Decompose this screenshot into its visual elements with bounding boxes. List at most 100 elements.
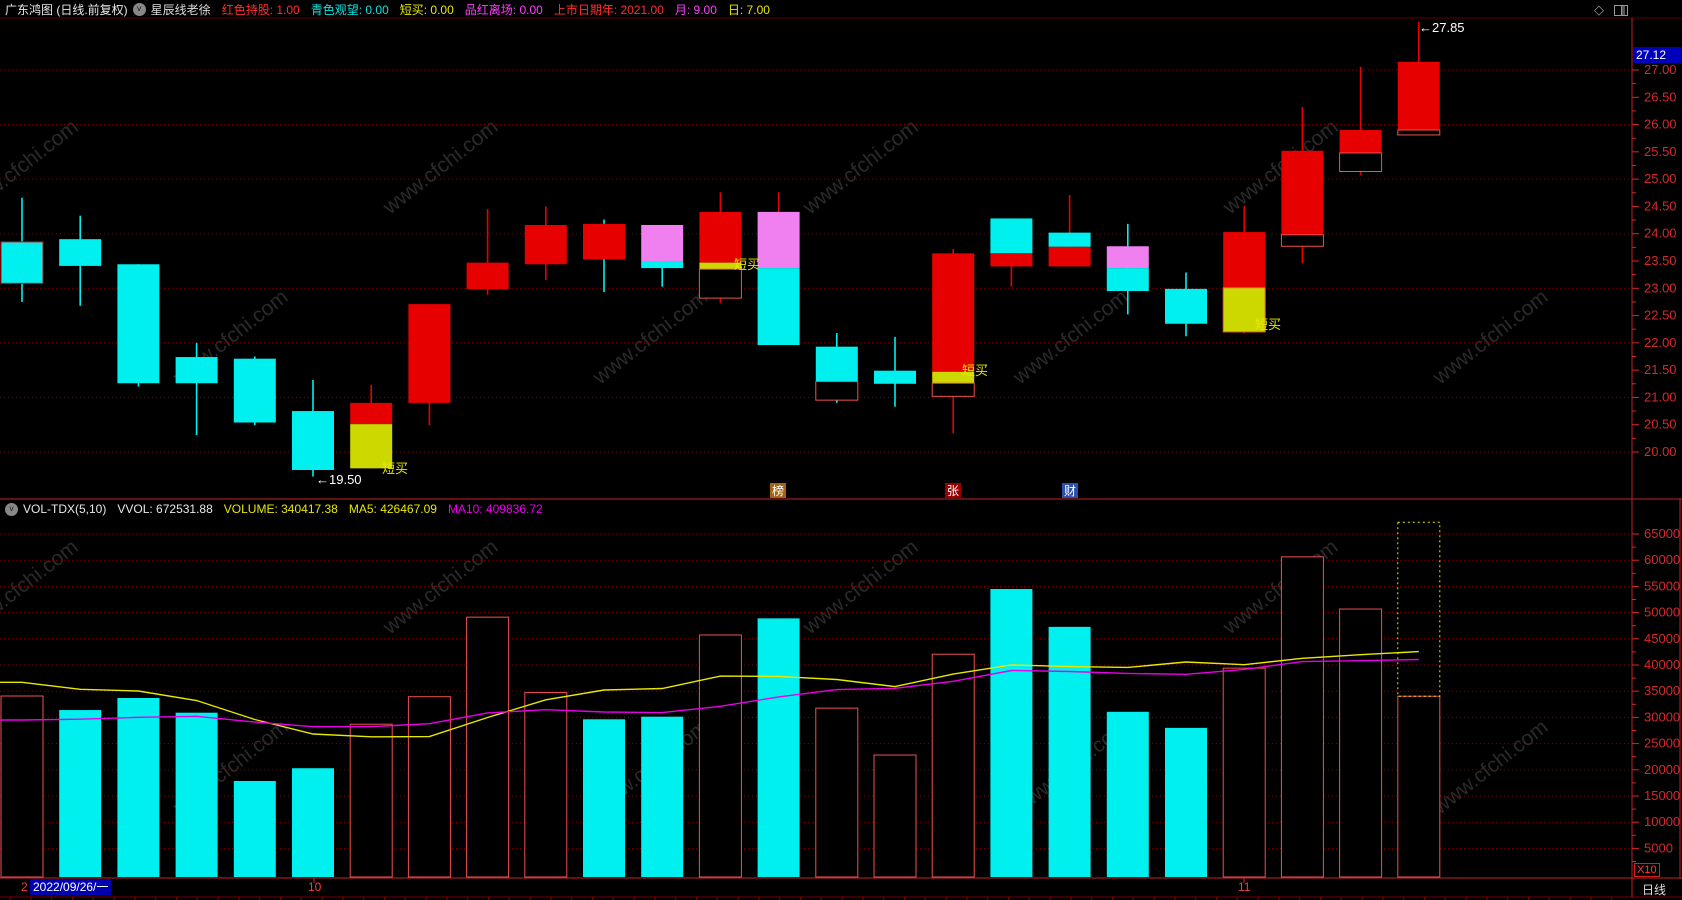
volume-tick-label: 55000: [1644, 578, 1680, 593]
candle-body: [583, 223, 625, 260]
split-window-inner: [1621, 6, 1625, 15]
volume-bar: [1106, 711, 1149, 877]
volume-bar: [873, 754, 917, 878]
volume-bar: [1222, 667, 1266, 878]
indicator-name[interactable]: 星辰线老徐: [150, 2, 211, 17]
candle-body: [1280, 234, 1324, 247]
candle-body: [932, 371, 975, 384]
buy-signal-label: 短买: [1255, 317, 1281, 332]
candle-body: [1223, 232, 1266, 288]
candle-body: [175, 357, 218, 384]
marker-text: 张: [947, 484, 959, 498]
volume-tick-label: 25000: [1644, 736, 1680, 751]
field: 短买: 0.00: [399, 2, 454, 17]
candle-body: [1339, 130, 1382, 153]
ma5-line: [0, 650, 1419, 738]
period-label[interactable]: 日线: [1642, 883, 1667, 897]
volume-tick-label: 15000: [1644, 788, 1680, 803]
candle-body: [699, 211, 742, 263]
price-tick-label: 24.00: [1644, 226, 1677, 241]
candle-body: [117, 264, 160, 384]
price-tick-label: 21.00: [1644, 389, 1677, 404]
price-tick-label: 25.00: [1644, 171, 1677, 186]
field: 上市日期年: 2021.00: [553, 2, 664, 17]
candle-body: [1397, 129, 1441, 136]
chevron-down-icon[interactable]: ˅: [5, 502, 18, 516]
buy-signal-label: 短买: [734, 257, 760, 272]
candle-body: [1339, 152, 1383, 173]
volume-bar: [0, 695, 44, 878]
candle-body: [1165, 288, 1207, 324]
month-label: 11: [1238, 880, 1251, 894]
watermark: www.cfchi.com: [798, 115, 922, 219]
candle-body: [874, 370, 916, 384]
price-tick-label: 23.50: [1644, 253, 1677, 268]
candle-body: [757, 268, 800, 346]
volume-bar: [1397, 695, 1441, 878]
field: VVOL: 672531.88: [117, 502, 213, 516]
candle-body: [292, 411, 334, 470]
field: 红色持股: 1.00: [221, 2, 300, 17]
volume-bar: [466, 616, 510, 878]
volume-tick-label: 10000: [1644, 814, 1680, 829]
candle-body: [990, 253, 1033, 267]
buy-signal-label: 短买: [382, 461, 408, 476]
candle-body: [990, 218, 1033, 254]
volume-bar: [233, 780, 276, 877]
candle-body: [350, 424, 393, 469]
price-tick-label: 20.00: [1644, 444, 1677, 459]
volume-bar: [757, 618, 800, 877]
watermark: www.cfchi.com: [0, 115, 83, 219]
candle-body: [1106, 246, 1149, 269]
volume-bar: [117, 698, 160, 877]
volume-tick-label: 65000: [1644, 526, 1680, 541]
candle-body: [699, 262, 742, 270]
diamond-icon[interactable]: ◇: [1594, 2, 1604, 17]
candle-body: [1222, 287, 1266, 333]
volume-bar: [1048, 626, 1091, 877]
field: 日: 7.00: [727, 2, 770, 17]
volume-bar: [524, 692, 568, 878]
watermark: www.cfchi.com: [1428, 715, 1552, 819]
marker-badge: [945, 483, 961, 498]
field: VOLUME: 340417.38: [223, 502, 338, 516]
price-tick-label: 21.50: [1644, 362, 1677, 377]
field: 品红离场: 0.00: [464, 2, 543, 17]
price-tick-label: 26.50: [1644, 89, 1677, 104]
candle-body: [59, 239, 102, 266]
candle-body: [466, 262, 509, 290]
volume-bar: [990, 589, 1033, 877]
volume-tick-label: 30000: [1644, 709, 1680, 724]
month-label: 10: [308, 880, 322, 894]
current-price-tag: 27.12: [1633, 47, 1681, 63]
candle-body: [757, 211, 800, 269]
candle-body: [931, 382, 975, 397]
volume-tick-label: 45000: [1644, 631, 1680, 646]
field: 月: 9.00: [674, 2, 717, 17]
vvol-projection-box: [1397, 521, 1441, 697]
chevron-down-icon[interactable]: ˅: [132, 2, 146, 16]
price-tick-label: 24.50: [1644, 198, 1677, 213]
watermark: www.cfchi.com: [588, 285, 712, 389]
field: MA10: 409836.72: [447, 502, 543, 516]
volume-bar: [59, 710, 102, 877]
volume-bar: [1339, 608, 1383, 878]
candle-body: [698, 268, 742, 299]
candle-body: [1, 241, 43, 284]
marker-badge: [770, 483, 786, 498]
volume-bar: [931, 653, 975, 878]
volume-bar: [1280, 556, 1324, 878]
volume-tick-label: 40000: [1644, 657, 1680, 672]
candle-body: [1106, 268, 1149, 292]
price-tick-label: 20.50: [1644, 417, 1677, 432]
marker-text: 榜: [772, 483, 784, 498]
candle-body: [1281, 150, 1324, 235]
watermark: www.cfchi.com: [0, 535, 83, 639]
split-window-icon[interactable]: [1614, 5, 1628, 16]
volume-indicator-name[interactable]: VOL-TDX(5,10): [23, 502, 107, 516]
volume-bar: [292, 768, 334, 877]
volume-header: ˅ VOL-TDX(5,10) VVOL: 672531.88 VOLUME: 3…: [0, 500, 1682, 518]
volume-tick-label: 5000: [1644, 840, 1673, 855]
